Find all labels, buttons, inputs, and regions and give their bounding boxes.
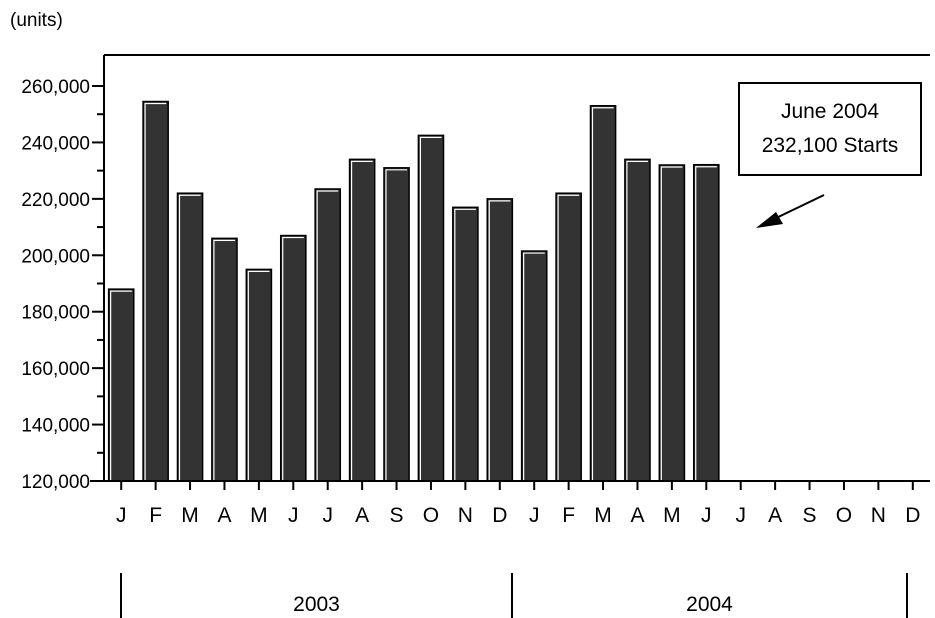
x-tick-label: J <box>116 504 127 527</box>
y-tick-label: 140,000 <box>21 416 90 437</box>
annotation-box: June 2004 232,100 Starts <box>738 82 922 176</box>
bar-highlight <box>247 270 270 480</box>
x-tick-label: M <box>181 504 199 527</box>
y-tick-labels: 120,000 140,000 160,000 180,000 200,000 220,0… <box>21 77 90 493</box>
y-tick-label: 240,000 <box>21 133 90 154</box>
bar <box>486 198 514 482</box>
x-tick-label: J <box>529 504 540 527</box>
bar <box>452 206 479 482</box>
bar-highlight <box>695 166 717 480</box>
bar-highlight <box>178 194 201 480</box>
x-tick-label: A <box>630 504 644 527</box>
y-tick-label: 120,000 <box>21 472 90 493</box>
x-tick-label: M <box>594 504 612 527</box>
x-tick-label: O <box>423 504 439 527</box>
x-tick-label: N <box>871 504 886 527</box>
x-tick-label: D <box>492 504 507 527</box>
x-tick-label: J <box>701 504 712 527</box>
bar-highlight <box>316 190 339 480</box>
bar <box>383 167 410 482</box>
y-tick-label: 200,000 <box>21 246 90 267</box>
bar-highlight <box>350 160 373 480</box>
y-tick-label: 220,000 <box>21 190 90 211</box>
arrow-head-icon <box>756 212 783 228</box>
x-tick-label: S <box>390 504 404 527</box>
bar <box>314 188 342 482</box>
x-tick-label: F <box>562 504 575 527</box>
annotation-line-2: 232,100 Starts <box>761 134 899 157</box>
x-tick-label: J <box>735 504 746 527</box>
x-tick-label: M <box>663 504 681 527</box>
bar <box>417 134 445 482</box>
bar <box>279 234 307 482</box>
bar <box>658 164 686 482</box>
bar <box>520 250 548 482</box>
bars-group <box>107 100 720 482</box>
bar-highlight <box>626 160 649 480</box>
bar-highlight <box>523 252 545 480</box>
annotation-line-1: June 2004 <box>780 100 880 123</box>
annotation-arrow <box>756 194 825 228</box>
bar-highlight <box>282 236 304 480</box>
bar <box>348 158 376 482</box>
x-tick-label: S <box>803 504 817 527</box>
x-tick-label: O <box>836 504 852 527</box>
x-tick-label: D <box>905 504 920 527</box>
y-tick-label: 160,000 <box>21 359 90 380</box>
bar <box>211 237 238 482</box>
x-tick-label: N <box>458 504 473 527</box>
year-label: 2003 <box>293 593 340 616</box>
bar <box>555 192 582 482</box>
bar-highlight <box>385 169 408 480</box>
bar-highlight <box>557 194 580 480</box>
bar-highlight <box>488 200 511 480</box>
y-tick-label: 260,000 <box>21 77 90 98</box>
x-tick-label: F <box>149 504 162 527</box>
bar-highlight <box>660 166 683 480</box>
x-tick-label: J <box>322 504 333 527</box>
y-tick-label: 180,000 <box>21 303 90 324</box>
bar-highlight <box>110 290 132 480</box>
bar <box>245 268 273 482</box>
bar-highlight <box>144 102 167 480</box>
x-tick-label: M <box>250 504 268 527</box>
bar-highlight <box>591 107 614 480</box>
bar-highlight <box>419 136 442 480</box>
bar <box>589 105 617 482</box>
x-tick-label: A <box>217 504 231 527</box>
bar <box>142 100 169 482</box>
y-axis-unit-label: (units) <box>10 10 63 31</box>
axes-group <box>90 54 930 490</box>
bar <box>107 288 135 482</box>
bar-highlight <box>213 239 236 480</box>
x-tick-label: A <box>355 504 369 527</box>
x-tick-label: J <box>288 504 299 527</box>
bar <box>692 163 720 482</box>
x-tick-label: A <box>768 504 782 527</box>
bar-highlight <box>454 208 476 480</box>
year-group-labels: 2003 2004 <box>120 573 908 618</box>
bar <box>176 192 204 482</box>
arrow-shaft <box>771 194 825 221</box>
bar <box>624 158 651 482</box>
year-label: 2004 <box>686 593 733 616</box>
